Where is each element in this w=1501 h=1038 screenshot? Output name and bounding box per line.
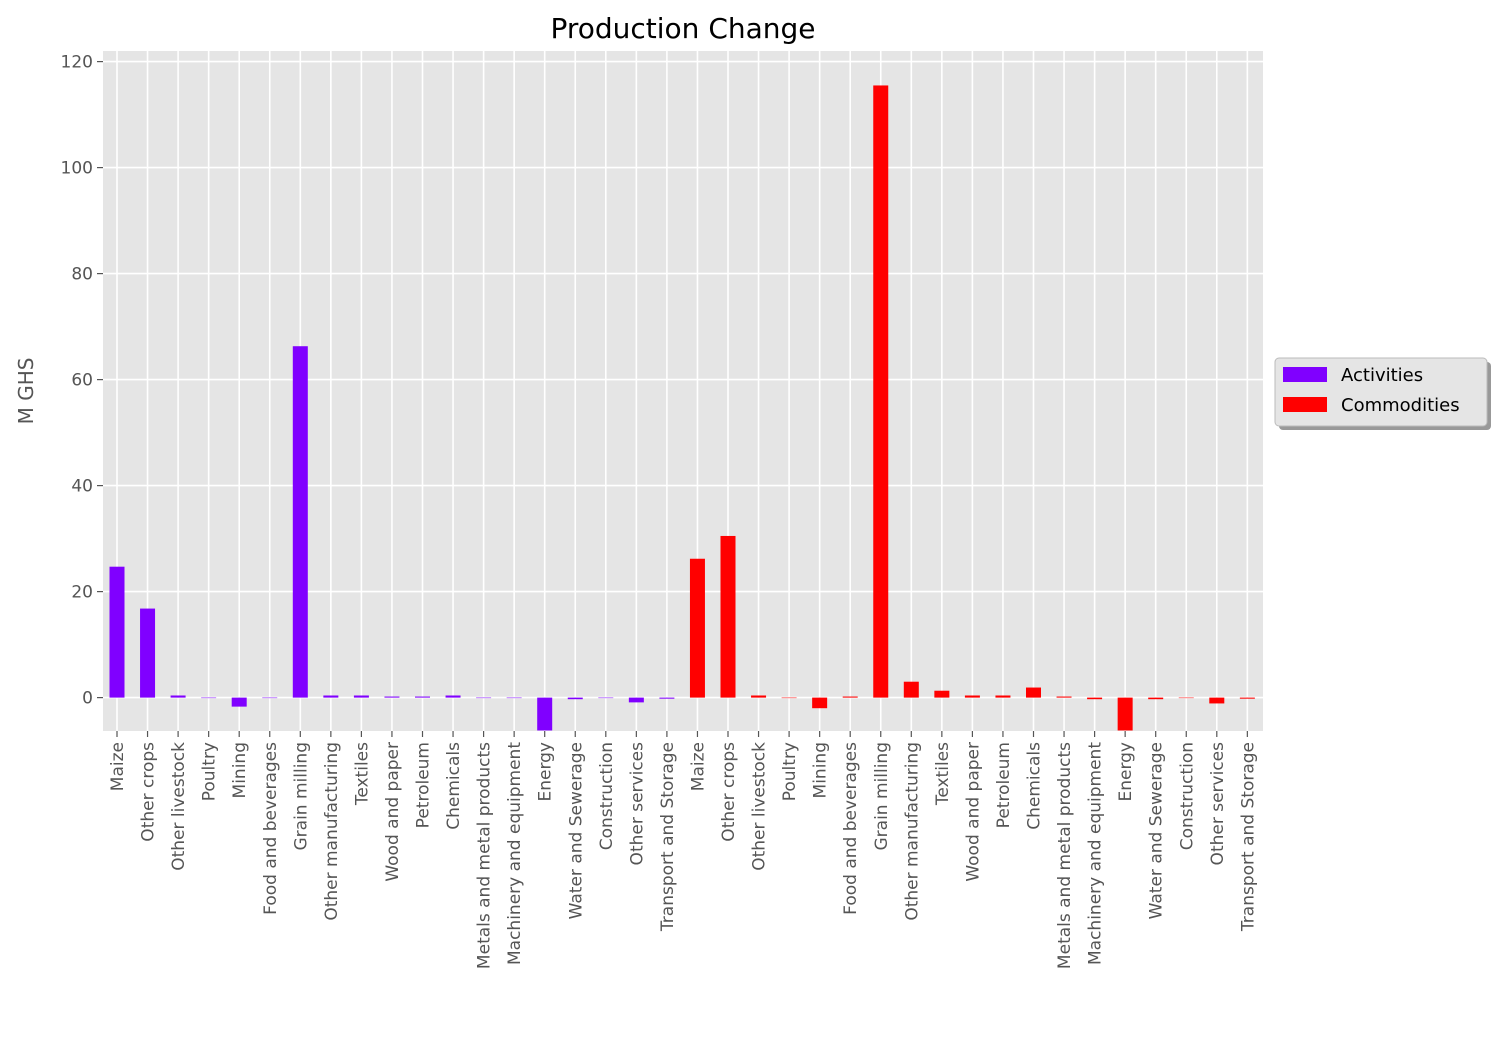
x-tick-label: Textiles: [352, 742, 372, 806]
y-tick-label: 40: [71, 477, 93, 497]
x-tick-label: Other livestock: [750, 742, 770, 871]
bar-commodities: [812, 697, 828, 709]
x-tick-label: Machinery and equipment: [505, 742, 525, 965]
x-tick-label: Petroleum: [994, 742, 1014, 828]
bar-activities: [537, 697, 553, 731]
y-tick-label: 80: [71, 265, 93, 285]
x-tick-label: Chemicals: [444, 742, 464, 830]
x-tick-label: Transport and Storage: [658, 742, 678, 932]
x-tick-label: Maize: [108, 742, 128, 791]
bar-commodities: [720, 535, 736, 698]
x-tick-label: Other crops: [719, 742, 739, 842]
x-tick-label: Chemicals: [1025, 742, 1045, 830]
bar-activities: [262, 697, 278, 699]
bar-activities: [476, 697, 492, 699]
bar-commodities: [1056, 696, 1072, 698]
x-tick-label: Other services: [627, 742, 647, 866]
bar-commodities: [964, 695, 980, 698]
x-tick-label: Wood and paper: [963, 742, 983, 882]
bar-activities: [445, 695, 461, 698]
bar-activities: [170, 695, 186, 698]
legend: Activities Commodities: [1274, 357, 1491, 430]
x-tick-label: Transport and Storage: [1238, 742, 1258, 932]
bar-activities: [628, 697, 644, 703]
bar-commodities: [1148, 697, 1164, 700]
y-tick-label: 120: [61, 53, 93, 73]
bar-commodities: [995, 695, 1011, 698]
y-tick-label: 0: [82, 689, 93, 709]
bar-commodities: [1239, 697, 1255, 699]
x-tick-label: Food and beverages: [841, 742, 861, 915]
y-axis-label: M GHS: [14, 358, 38, 425]
bar-commodities: [842, 696, 858, 698]
bar-activities: [598, 697, 614, 699]
bar-commodities: [1178, 697, 1194, 699]
bar-commodities: [1026, 687, 1041, 698]
legend-label-activities: Activities: [1341, 365, 1423, 386]
x-tick-label: Poultry: [200, 742, 220, 801]
x-tick-label: Energy: [1116, 742, 1136, 802]
x-tick-label: Grain milling: [872, 742, 892, 851]
legend-swatch-activities: [1283, 367, 1327, 382]
y-tick-label: 60: [71, 371, 93, 391]
x-tick-label: Construction: [1177, 742, 1197, 850]
bar-activities: [292, 346, 308, 698]
x-tick-label: Water and Sewerage: [1147, 742, 1167, 919]
x-tick-label: Other services: [1208, 742, 1228, 866]
x-tick-label: Food and beverages: [261, 742, 281, 915]
legend-swatch-commodities: [1283, 397, 1327, 412]
bar-activities: [415, 696, 430, 698]
bar-activities: [109, 566, 125, 698]
chart-title: Production Change: [550, 12, 815, 45]
x-tick-label: Mining: [811, 742, 831, 798]
x-tick-label: Mining: [230, 742, 250, 798]
x-tick-label: Wood and paper: [383, 742, 403, 882]
bar-commodities: [873, 85, 889, 698]
x-tick-label: Textiles: [933, 742, 953, 806]
x-tick-label: Other manufacturing: [322, 742, 342, 921]
legend-label-commodities: Commodities: [1341, 395, 1460, 416]
x-axis-ticks: Maize Other crops Other livestock Poultry Mi…: [108, 731, 1258, 969]
x-tick-label: Metals and metal products: [1055, 742, 1075, 969]
x-tick-label: Energy: [536, 742, 556, 802]
y-axis-ticks: 0 20 40 60 80 100 120: [61, 53, 103, 709]
x-tick-label: Other livestock: [169, 742, 189, 871]
x-tick-label: Petroleum: [414, 742, 434, 828]
x-tick-label: Machinery and equipment: [1086, 742, 1106, 965]
x-tick-label: Metals and metal products: [475, 742, 495, 969]
x-tick-label: Maize: [688, 742, 708, 791]
bar-activities: [353, 695, 369, 698]
bar-commodities: [689, 558, 705, 698]
bar-commodities: [934, 690, 950, 698]
bar-commodities: [1209, 697, 1225, 704]
bars: [109, 85, 1255, 731]
y-tick-label: 100: [61, 159, 93, 179]
bar-activities: [201, 697, 217, 699]
bar-commodities: [751, 695, 767, 698]
plot-background: [103, 51, 1263, 731]
x-tick-label: Poultry: [780, 742, 800, 801]
x-tick-label: Water and Sewerage: [566, 742, 586, 919]
bar-commodities: [1087, 697, 1103, 700]
bar-activities: [140, 608, 156, 698]
bar-activities: [659, 697, 675, 699]
bar-activities: [506, 697, 522, 699]
bar-activities: [323, 695, 339, 698]
y-tick-label: 20: [71, 583, 93, 603]
x-tick-label: Construction: [597, 742, 617, 850]
x-tick-label: Other manufacturing: [902, 742, 922, 921]
bar-commodities: [903, 681, 919, 698]
legend-box: [1274, 357, 1488, 427]
x-tick-label: Grain milling: [291, 742, 311, 851]
bar-activities: [384, 696, 400, 698]
bar-activities: [231, 697, 247, 707]
bar-commodities: [781, 697, 797, 699]
bar-activities: [567, 697, 583, 700]
x-tick-label: Other crops: [139, 742, 159, 842]
bar-commodities: [1117, 697, 1133, 731]
